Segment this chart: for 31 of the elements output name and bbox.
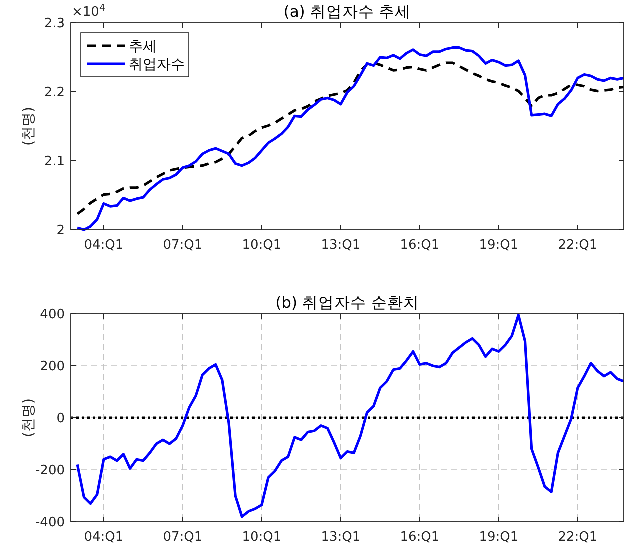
chart-title: (b) 취업자수 순환치 (276, 294, 420, 312)
y-tick-label: 2.3 (44, 16, 65, 32)
x-tick-label: 13:Q1 (321, 530, 361, 545)
y-tick-label: -200 (35, 464, 65, 479)
y-tick-label: 2 (56, 224, 65, 239)
x-tick-label: 10:Q1 (242, 238, 282, 253)
x-tick-label: 07:Q1 (163, 238, 203, 253)
x-tick-label: 22:Q1 (558, 238, 598, 253)
y-tick-label: 2.2 (44, 86, 65, 101)
y-tick-label: 2.1 (44, 154, 65, 170)
text: ×10$^{4}$ (72, 2, 106, 20)
legend-label: 추세 (129, 38, 157, 55)
x-tick-label: 22:Q1 (558, 530, 598, 545)
x-tick-label: 19:Q1 (479, 238, 519, 253)
x-tick-label: 13:Q1 (321, 238, 361, 253)
y-tick-label: 0 (56, 412, 65, 427)
y-tick-label: 400 (40, 308, 65, 323)
x-tick-label: 04:Q1 (84, 238, 124, 253)
y-axis-title: (천명) (21, 107, 37, 146)
chart-title: (a) 취업자수 추세 (284, 3, 412, 21)
y-tick-label: -400 (35, 516, 65, 531)
x-tick-label: 10:Q1 (242, 530, 282, 545)
x-tick-label: 19:Q1 (479, 530, 519, 545)
x-tick-label: 04:Q1 (84, 530, 124, 545)
x-tick-label: 16:Q1 (400, 238, 440, 253)
x-tick-label: 16:Q1 (400, 530, 440, 545)
legend-label: 취업자수 (129, 56, 185, 73)
y-tick-label: 200 (40, 360, 65, 375)
x-tick-label: 07:Q1 (163, 530, 203, 545)
line-series (76, 314, 625, 518)
y-axis-title: (천명) (21, 398, 37, 438)
